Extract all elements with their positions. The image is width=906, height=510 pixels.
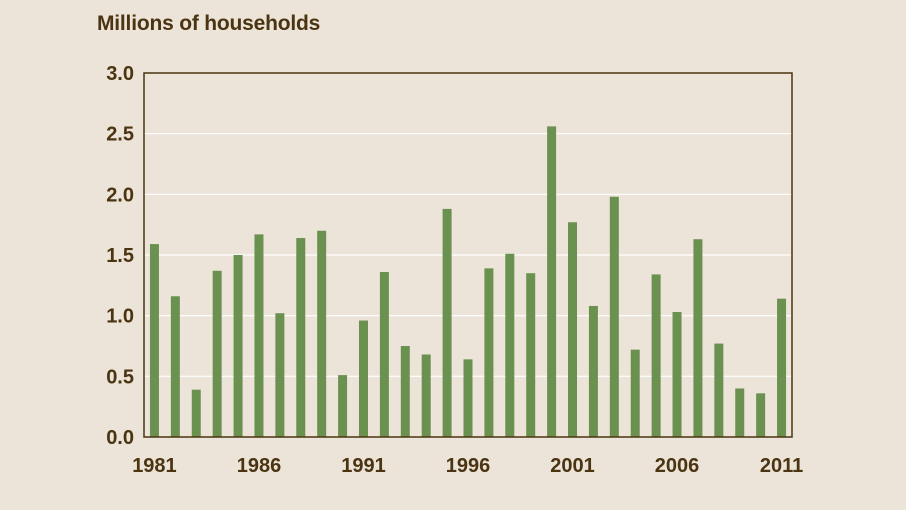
x-tick-label: 2011	[760, 455, 803, 477]
y-tick-label: 1.5	[106, 245, 134, 267]
bar-1995	[442, 208, 452, 437]
y-tick-label: 2.5	[106, 124, 134, 146]
bar-2006	[672, 312, 682, 437]
bar-1990	[338, 375, 348, 437]
bar-2000	[547, 126, 557, 438]
x-tick-label: 1996	[446, 455, 491, 477]
x-tick-label: 1981	[132, 455, 177, 477]
x-tick-label: 2006	[655, 455, 700, 477]
x-tick-label: 2001	[550, 455, 595, 477]
y-axis-ticks: 0.0 0.5 1.0 1.5 2.0 2.5 3.0	[106, 63, 134, 449]
bar-1992	[379, 271, 389, 437]
bar-2009	[735, 388, 745, 437]
bar-2008	[714, 343, 724, 437]
bar-2001	[568, 222, 578, 437]
y-tick-label: 2.0	[106, 184, 134, 206]
bar-2002	[588, 305, 598, 437]
bar-1996	[463, 359, 473, 437]
plot-frame	[143, 72, 793, 438]
bar-1985	[233, 255, 243, 437]
bar-1984	[212, 270, 222, 437]
bar-2004	[630, 349, 640, 437]
bar-1989	[317, 230, 327, 437]
bar-1993	[400, 346, 410, 437]
bar-2005	[651, 274, 661, 437]
y-tick-label: 1.0	[106, 306, 134, 328]
bar-1999	[526, 273, 536, 437]
bar-1981	[149, 244, 159, 437]
bar-1997	[484, 268, 494, 437]
bar-1983	[191, 389, 201, 437]
bar-2003	[609, 196, 619, 437]
y-tick-label: 3.0	[106, 63, 134, 85]
bars	[149, 126, 787, 438]
bar-1991	[358, 320, 368, 437]
x-tick-label: 1986	[237, 455, 282, 477]
bar-1982	[170, 296, 180, 437]
bar-1994	[421, 354, 431, 437]
bar-2010	[756, 393, 766, 437]
x-axis-ticks: 1981 1986 1991 1996 2001 2006 2011	[132, 455, 803, 477]
x-tick-label: 1991	[341, 455, 386, 477]
bar-2007	[693, 239, 703, 437]
chart-title: Millions of households	[97, 12, 321, 35]
bar-1986	[254, 234, 264, 437]
y-tick-label: 0.0	[106, 427, 134, 449]
bar-1998	[505, 253, 515, 437]
y-tick-label: 0.5	[106, 366, 134, 388]
bar-1988	[296, 238, 306, 437]
bar-1987	[275, 313, 285, 437]
bar-2011	[777, 298, 787, 437]
